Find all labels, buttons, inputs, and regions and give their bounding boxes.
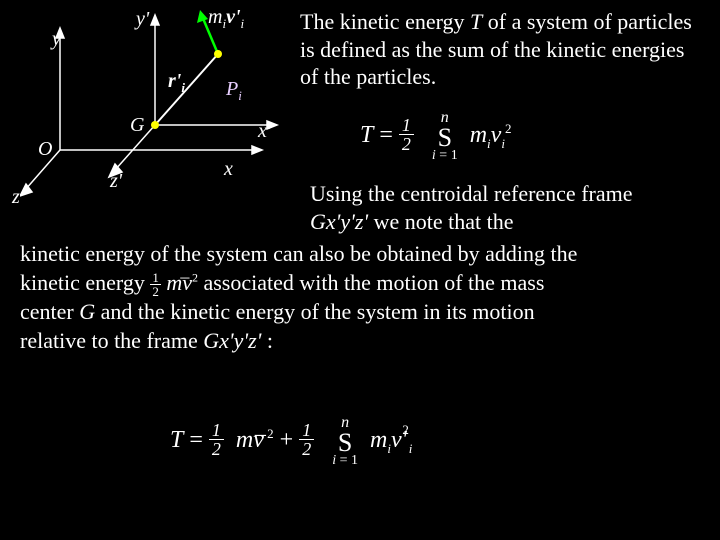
eq1-eq: = [373,122,399,148]
eq1-sb: i = 1 [432,149,458,163]
tm-l2b: associated with the motion of the mass [198,270,544,295]
equation-2: T = 1 2 _mv 2 + 1 2 n S i = 1 miv'i2 [170,415,417,468]
eq1-i2: i [501,136,505,151]
tm-half: 12 [150,271,161,298]
tm-l3a: center [20,299,79,324]
tmr-l1: Using the centroidal reference frame [310,181,633,206]
tm-l4a: relative to the frame [20,328,203,353]
text-mid-right: Using the centroidal reference frame Gx'… [310,180,710,235]
pi-text: P [226,78,238,100]
label-y: y [52,28,61,51]
label-mivi: miv'i [208,6,244,32]
tt-pre: The kinetic energy [300,9,470,34]
label-yprime: y' [136,8,149,31]
tm-frame: Gx'y'z' [203,328,261,353]
eq2-plus: + [274,427,300,453]
eq1-m: m [470,122,487,148]
label-ri: r'i [168,70,185,96]
tmr-frame: Gx'y'z' [310,209,368,234]
eq1-sq: 2 [505,121,512,136]
eq2-T: T [170,427,183,453]
tm-l3b: and the kinetic energy of the system in … [95,299,535,324]
tt-T: T [470,9,482,34]
eq1-hd: 2 [399,135,414,153]
label-zprime: z' [110,170,122,193]
label-xprime: x' [258,120,271,143]
eq2-v: v [391,427,402,453]
label-z: z [12,186,20,209]
mv-sub2: i [241,16,245,31]
eq2-i2: i [409,441,413,456]
eq1-T: T [360,122,373,148]
eq2-sigma: n S i = 1 [332,415,358,468]
eq1-v: v [491,122,502,148]
eq1-sigma: n S i = 1 [432,110,458,163]
pi-sub: i [238,88,242,103]
eq2-sq2: 2 [402,422,409,437]
ri-sub: i [181,80,185,95]
eq2-eq: = [183,427,209,453]
label-x: x [224,158,233,181]
tmr-l2: we note that the [368,209,513,234]
label-G: G [130,114,144,137]
mv-m: m [208,6,222,28]
text-top: The kinetic energy T of a system of part… [300,8,700,91]
tm-G: G [79,299,95,324]
eq2-half1: 1 2 [209,421,224,458]
eq1-hn: 1 [399,116,414,135]
label-O: O [38,138,52,161]
tm-l4b: : [261,328,273,353]
eq2-m: m [370,427,387,453]
eq2-half2: 1 2 [299,421,314,458]
tm-l1: kinetic energy of the system can also be… [20,241,577,266]
diagram: y y' O G z z' x x' r'i Pi miv'i [20,10,280,200]
mv-v: v' [226,6,240,28]
eq1-half: 1 2 [399,116,414,153]
equation-1: T = 1 2 n S i = 1 mivi2 [360,110,511,163]
text-mid: kinetic energy of the system can also be… [20,240,700,355]
eq1-s: S [432,126,458,149]
eq2-mv: _mv [236,427,264,453]
tm-mv: _mv [166,270,192,295]
ri-text: r' [168,70,181,92]
label-pi: Pi [226,78,242,104]
tm-l2a: kinetic energy [20,270,150,295]
